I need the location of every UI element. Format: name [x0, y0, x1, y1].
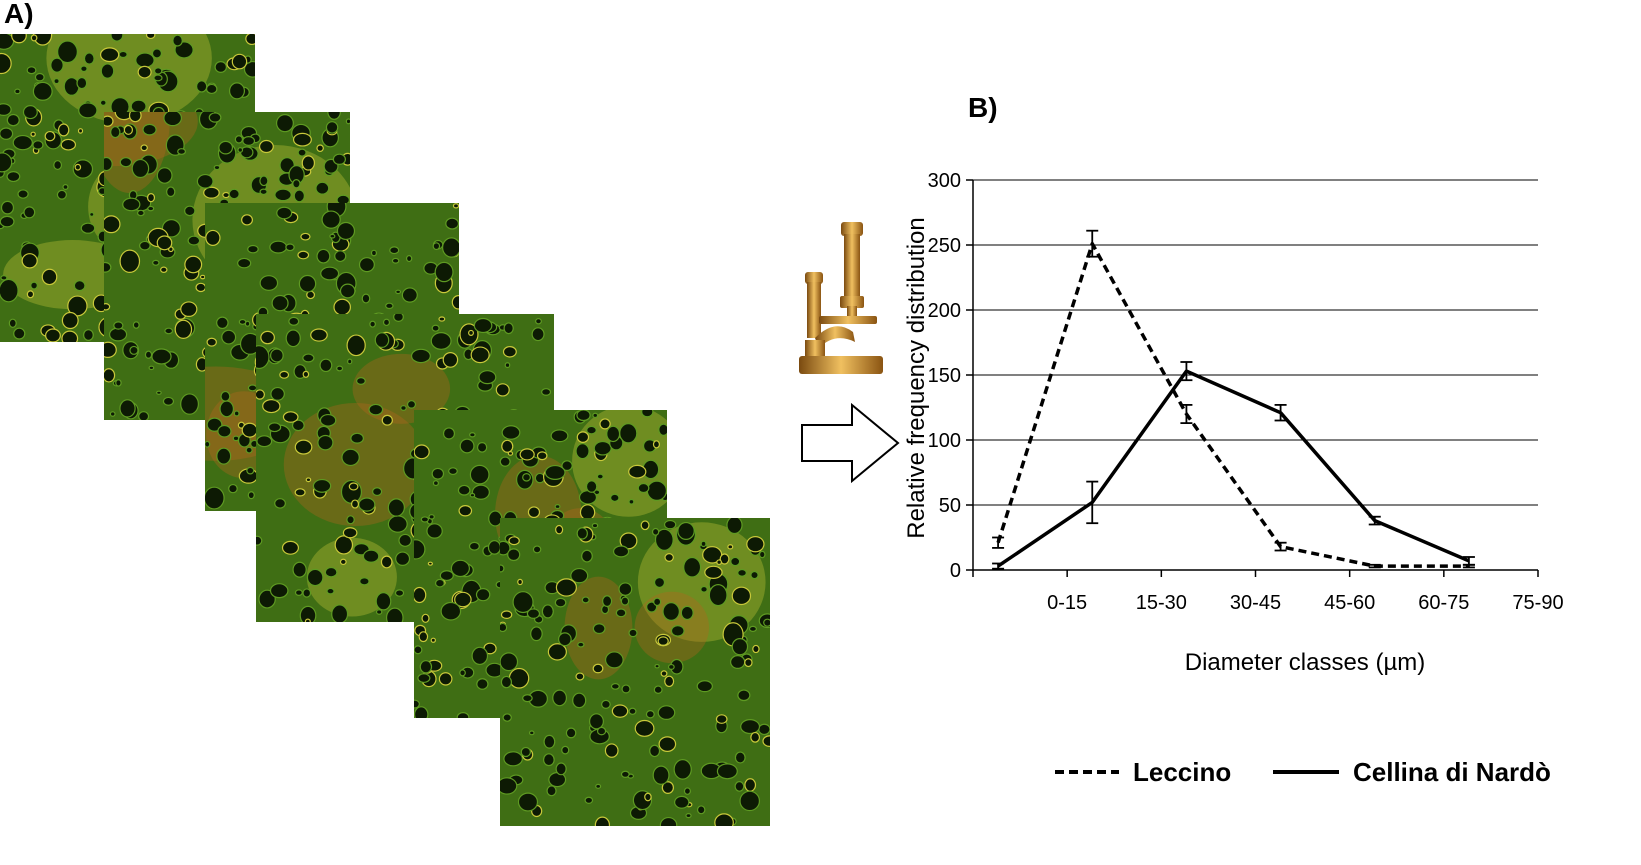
arrow-right-icon: [801, 403, 900, 483]
y-tick-label: 200: [928, 300, 961, 322]
x-tick-label: 30-45: [1230, 592, 1281, 614]
micrograph-tile: [500, 518, 770, 826]
x-tick-labels: 0-15 15-30 30-45 45-60 60-75 75-90: [1047, 592, 1563, 614]
x-axis-title: Diameter classes (µm): [1185, 649, 1426, 676]
panel-a-label: A): [4, 0, 34, 29]
y-tick-label: 0: [950, 560, 961, 582]
y-tick-label: 50: [939, 495, 961, 517]
y-tick-label: 100: [928, 430, 961, 452]
x-tick-label: 75-90: [1512, 592, 1563, 614]
x-tick-label: 60-75: [1418, 592, 1469, 614]
y-tick-label: 300: [928, 170, 961, 192]
y-tick-label: 150: [928, 365, 961, 387]
legend-item-cellina: Cellina di Nardò: [1273, 752, 1551, 792]
x-tick-label: 15-30: [1136, 592, 1187, 614]
legend-swatch-solid: [1273, 770, 1339, 774]
series-cellina: [992, 361, 1475, 570]
legend-label-cellina: Cellina di Nardò: [1353, 756, 1551, 787]
panel-b-label: B): [968, 92, 998, 123]
chart-series: [992, 229, 1475, 570]
legend-label-leccino: Leccino: [1133, 756, 1232, 787]
y-tick-label: 250: [928, 235, 961, 257]
line-chart: 0 50 100 150 200 250 300 0-15 15-30 30-45 45-60 60…: [903, 170, 1564, 676]
chart-axes: [966, 179, 1539, 577]
chart-legend: Leccino Cellina di Nardò: [1055, 752, 1615, 792]
y-tick-labels: 0 50 100 150 200 250 300: [928, 170, 961, 582]
legend-item-leccino: Leccino: [1055, 752, 1231, 792]
series-leccino: [992, 229, 1475, 569]
microscope-icon: [799, 222, 883, 374]
series-line: [997, 369, 1470, 568]
x-tick-label: 0-15: [1047, 592, 1087, 614]
y-axis-title: Relative frequency distribution: [903, 217, 930, 539]
series-line: [996, 241, 1469, 568]
legend-swatch-dashed: [1055, 770, 1119, 774]
x-tick-label: 45-60: [1324, 592, 1375, 614]
chart-grid: [973, 179, 1538, 506]
